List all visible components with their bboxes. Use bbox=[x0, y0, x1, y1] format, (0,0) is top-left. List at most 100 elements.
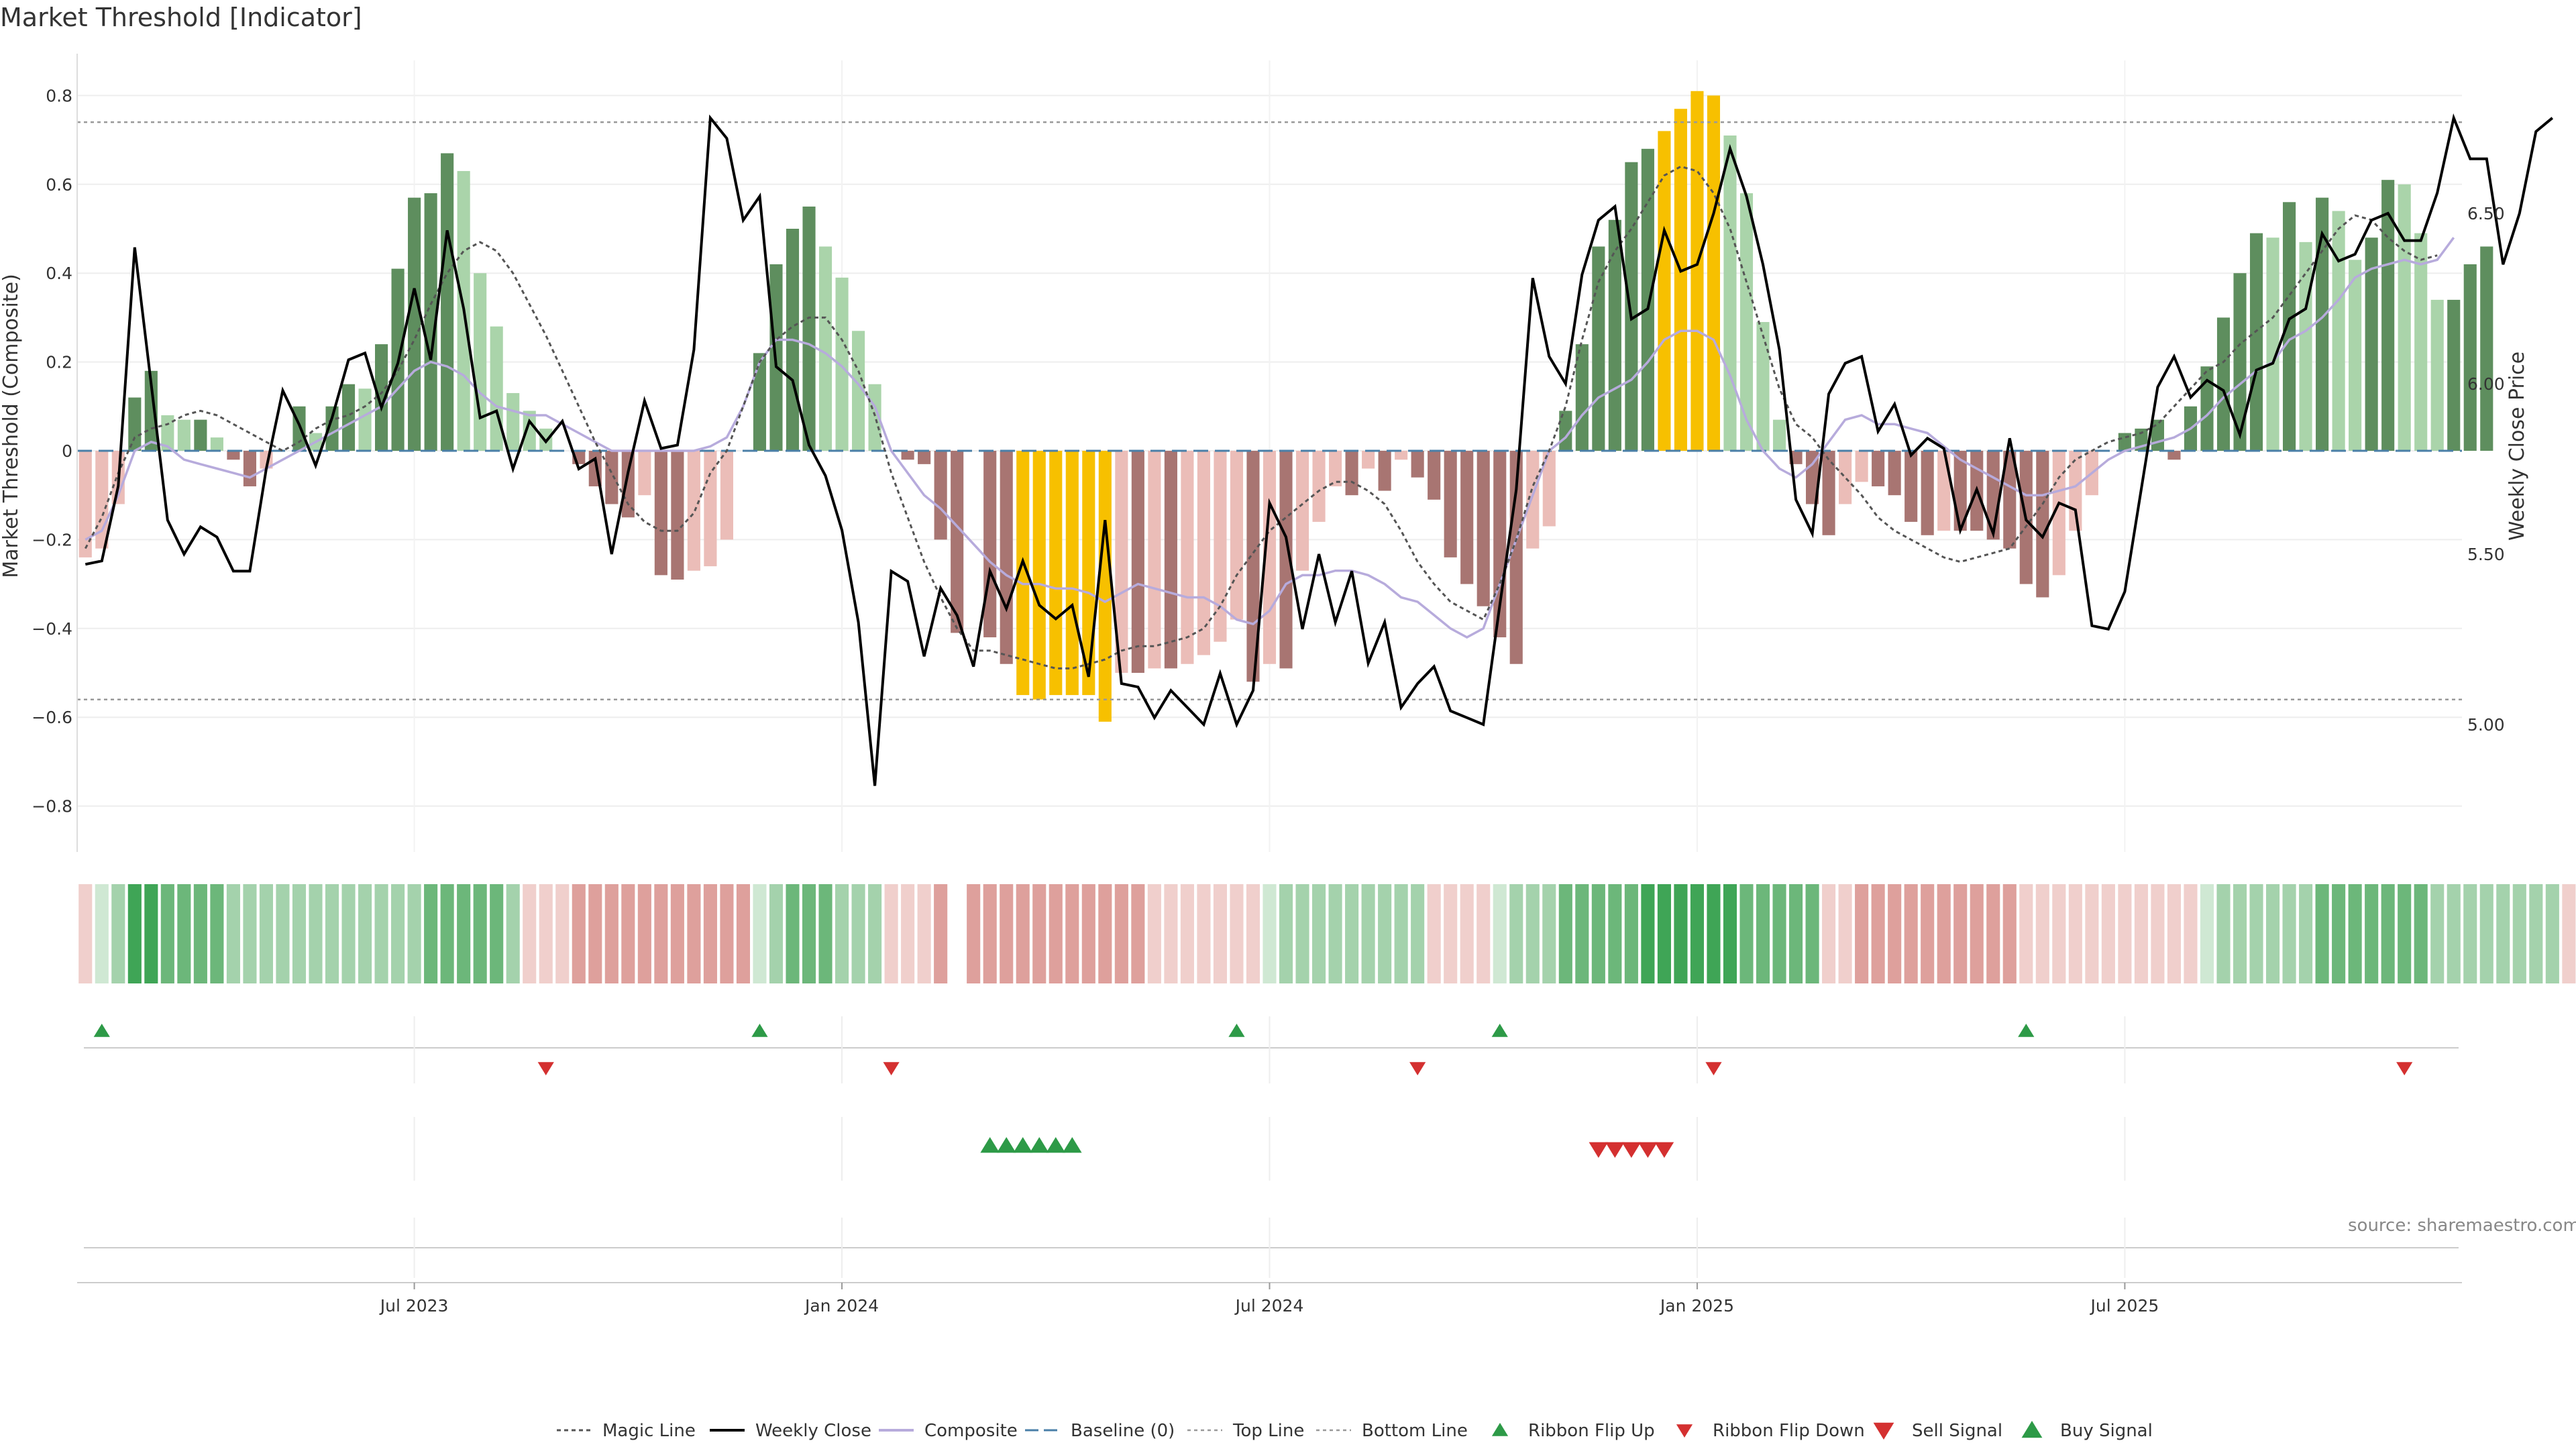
ribbon-cell bbox=[325, 884, 339, 983]
composite-bar bbox=[654, 451, 667, 576]
ribbon-cell bbox=[259, 884, 274, 983]
y-tick-label: 0.4 bbox=[46, 264, 72, 283]
ribbon-cell bbox=[1805, 884, 1819, 983]
ribbon-cell bbox=[506, 884, 520, 983]
composite-bar bbox=[1822, 451, 1835, 535]
composite-bar bbox=[1526, 451, 1540, 549]
chart-title: Market Threshold [Indicator] bbox=[0, 3, 362, 32]
composite-bar bbox=[1395, 451, 1408, 460]
ribbon-cell bbox=[1032, 884, 1046, 983]
legend: Magic Line Weekly Close Composite Baseline … bbox=[557, 1421, 2153, 1441]
y2-axis-label: Weekly Close Price bbox=[2506, 352, 2529, 541]
composite-bar bbox=[1872, 451, 1885, 486]
ribbon-cell bbox=[835, 884, 849, 983]
composite-bar bbox=[1164, 451, 1177, 669]
composite-bar bbox=[474, 273, 487, 451]
x-tick-label: Jul 2024 bbox=[1234, 1296, 1304, 1316]
ribbon-cell bbox=[111, 884, 125, 983]
ribbon-cell bbox=[1509, 884, 1523, 983]
ribbon-cell bbox=[2299, 884, 2313, 983]
y-tick-label: 0.8 bbox=[46, 86, 72, 105]
y2-tick-label: 5.50 bbox=[2467, 545, 2505, 564]
ribbon-cell bbox=[2463, 884, 2477, 983]
ribbon-cell bbox=[1016, 884, 1030, 983]
composite-bar bbox=[835, 277, 849, 451]
y-tick-label: −0.2 bbox=[32, 530, 72, 549]
ribbon-cell bbox=[1838, 884, 1852, 983]
ribbon-cell bbox=[292, 884, 307, 983]
composite-bar bbox=[2299, 241, 2312, 451]
composite-bar bbox=[2349, 260, 2362, 451]
composite-bar bbox=[2003, 451, 2017, 549]
legend-label: Composite bbox=[924, 1421, 1018, 1441]
composite-bar bbox=[704, 451, 717, 567]
composite-bar bbox=[1378, 451, 1391, 491]
ribbon-cell bbox=[786, 884, 800, 983]
legend-item: Magic Line bbox=[557, 1421, 696, 1441]
ribbon-cell bbox=[2315, 884, 2329, 983]
composite-bar bbox=[621, 451, 635, 518]
composite-bar bbox=[852, 331, 865, 451]
ribbon-cell bbox=[2332, 884, 2346, 983]
composite-bar bbox=[358, 388, 372, 451]
composite-bar bbox=[1542, 451, 1556, 527]
composite-bar bbox=[1839, 451, 1852, 504]
legend-item: Composite bbox=[879, 1421, 1018, 1441]
ribbon-cell bbox=[1081, 884, 1095, 983]
composite-bar bbox=[1806, 451, 1819, 504]
ribbon-cell bbox=[2052, 884, 2066, 983]
axes: 0.8 0.6 0.4 0.2 0 −0.2 −0.4 −0.6 −0.8 6.50 6.00 5.5… bbox=[32, 54, 2505, 852]
legend-label: Weekly Close bbox=[755, 1421, 871, 1441]
ribbon-cell bbox=[1246, 884, 1260, 983]
x-tick-label: Jan 2024 bbox=[804, 1296, 879, 1316]
ribbon-cell bbox=[2496, 884, 2510, 983]
ribbon-strip bbox=[78, 884, 2576, 983]
ribbon-cell bbox=[1772, 884, 1786, 983]
ribbon-cell bbox=[934, 884, 948, 983]
ribbon-cell bbox=[1739, 884, 1754, 983]
composite-bar bbox=[1707, 95, 1721, 451]
composite-bar bbox=[918, 451, 931, 464]
ribbon-cell bbox=[1444, 884, 1458, 983]
ribbon-cell bbox=[2365, 884, 2379, 983]
ribbon-cell bbox=[720, 884, 734, 983]
composite-bar bbox=[1460, 451, 1474, 584]
composite-bar bbox=[605, 451, 619, 504]
composite-bar bbox=[523, 411, 536, 451]
composite-bar bbox=[1181, 451, 1194, 664]
signal-panels bbox=[84, 1016, 2459, 1278]
composite-bars bbox=[78, 91, 2493, 722]
ribbon-cell bbox=[1822, 884, 1836, 983]
composite-bar bbox=[1032, 451, 1046, 700]
ribbon-cell bbox=[2134, 884, 2148, 983]
ribbon-cell bbox=[1460, 884, 1474, 983]
ribbon-cell bbox=[177, 884, 191, 983]
composite-bar bbox=[638, 451, 651, 496]
composite-bar bbox=[1148, 451, 1161, 669]
ribbon-cell bbox=[1378, 884, 1392, 983]
composite-bar bbox=[818, 246, 833, 451]
ribbon-flip-down-marker bbox=[2396, 1062, 2413, 1075]
composite-bar bbox=[2414, 233, 2428, 451]
ribbon-cell bbox=[407, 884, 421, 983]
y2-tick-label: 5.00 bbox=[2467, 715, 2505, 735]
composite-bar bbox=[2283, 202, 2296, 451]
composite-bar bbox=[2216, 317, 2231, 451]
ribbon-flip-down-marker bbox=[1409, 1062, 1426, 1075]
legend-label: Sell Signal bbox=[1912, 1421, 2002, 1441]
composite-bar bbox=[1230, 451, 1244, 620]
ribbon-cell bbox=[1279, 884, 1293, 983]
composite-bar bbox=[243, 451, 256, 486]
ribbon-cell bbox=[341, 884, 356, 983]
ribbon-cell bbox=[523, 884, 537, 983]
composite-bar bbox=[720, 451, 733, 540]
composite-bar bbox=[2036, 451, 2049, 598]
composite-bar bbox=[1428, 451, 1441, 500]
ribbon-cell bbox=[2200, 884, 2214, 983]
composite-bar bbox=[1904, 451, 1918, 522]
composite-bar bbox=[1592, 246, 1605, 451]
legend-label: Bottom Line bbox=[1362, 1421, 1468, 1441]
ribbon-cell bbox=[1953, 884, 1968, 983]
ribbon-cell bbox=[1624, 884, 1638, 983]
ribbon-flip-up-marker bbox=[93, 1024, 110, 1037]
